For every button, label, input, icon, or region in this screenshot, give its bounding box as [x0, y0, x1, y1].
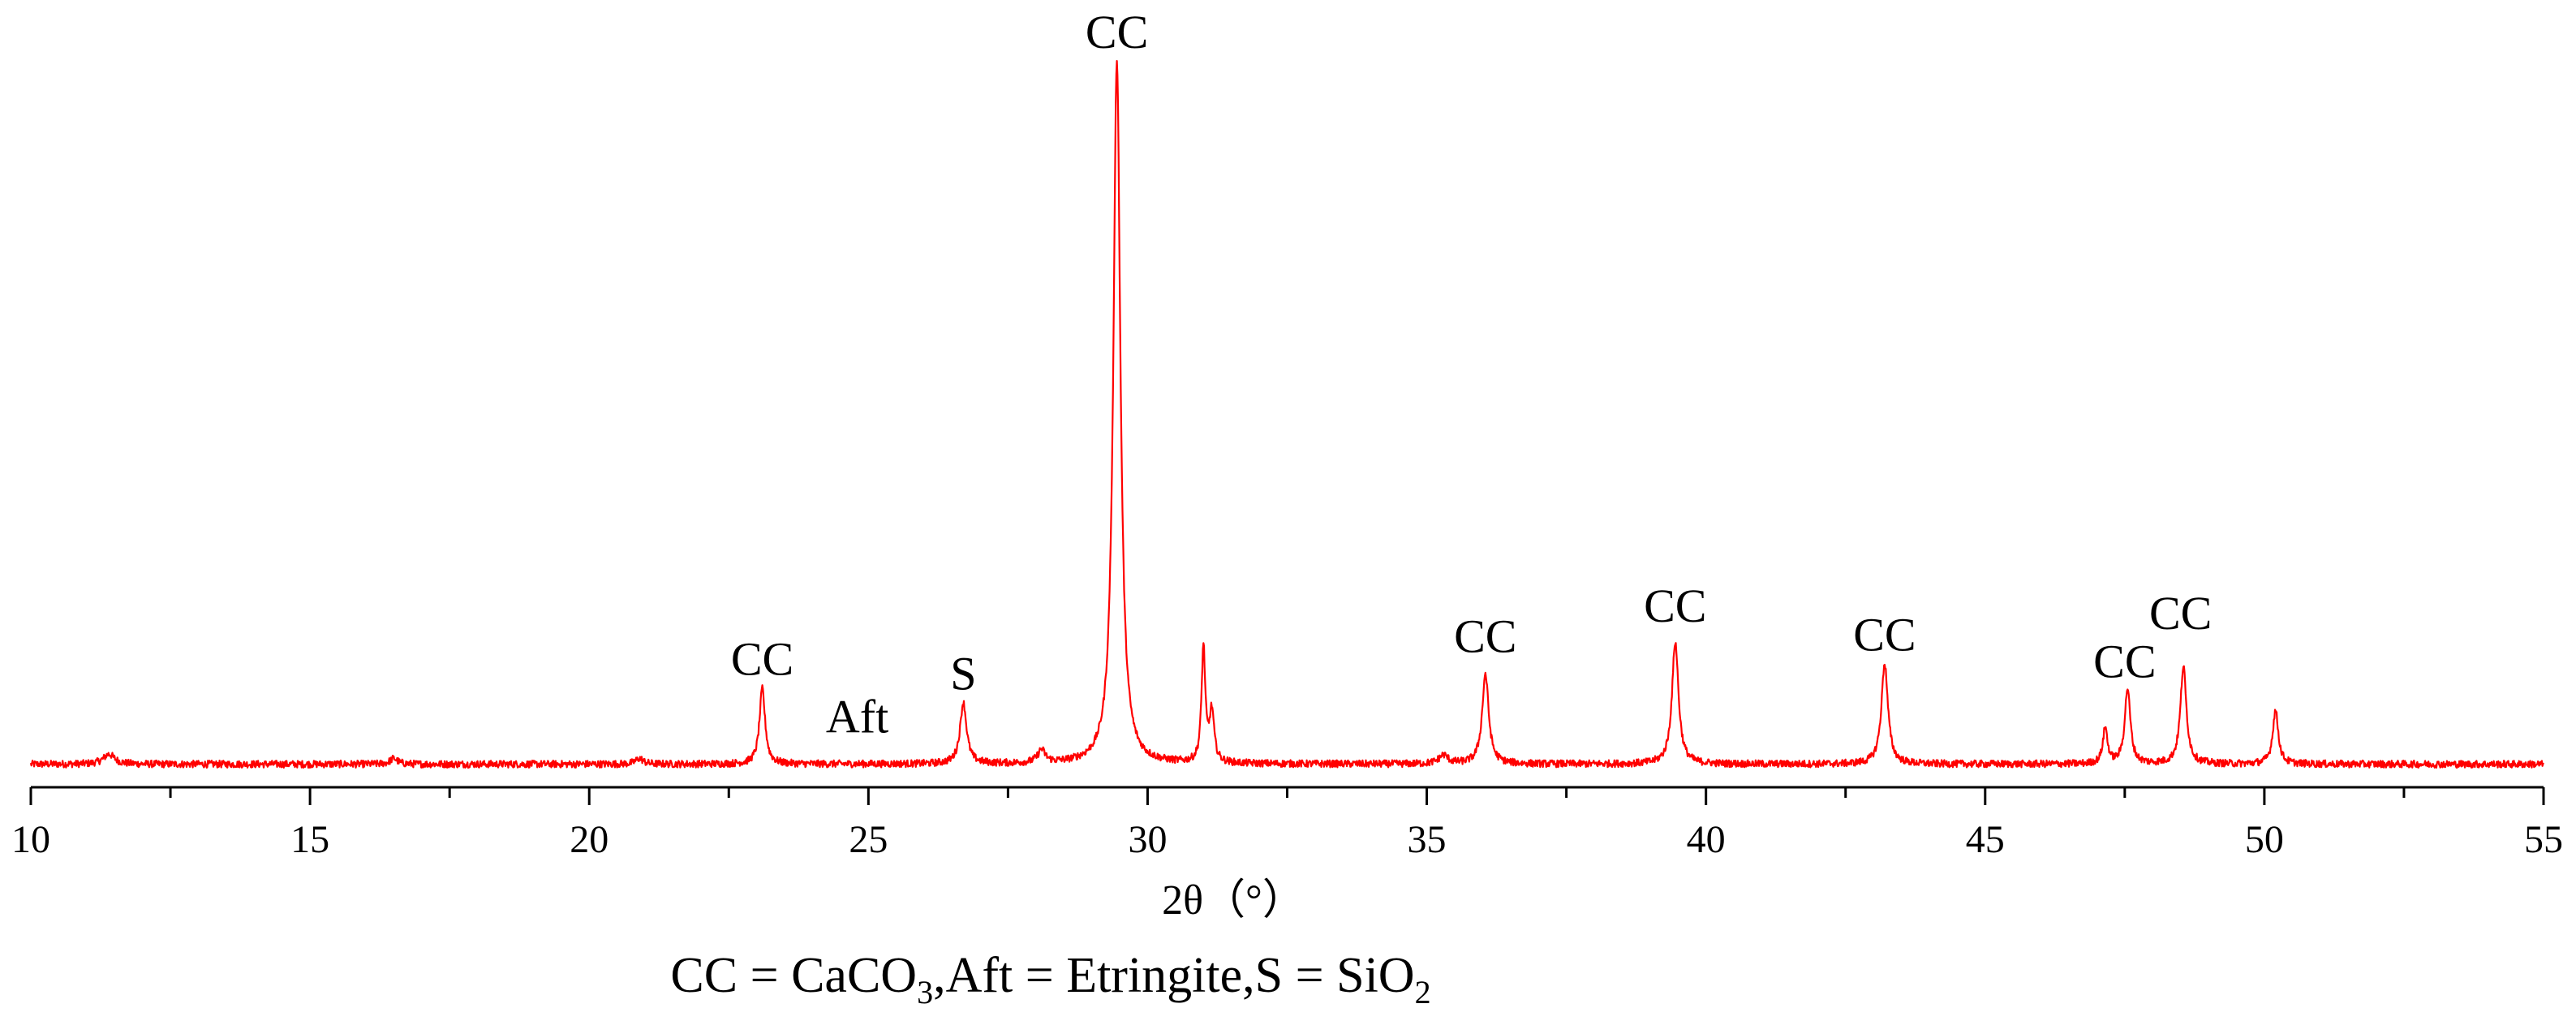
peak-label: CC — [2149, 587, 2212, 640]
x-tick-label: 50 — [2245, 818, 2284, 861]
peak-label: CC — [1853, 609, 1916, 661]
peak-label: CC — [731, 633, 793, 686]
phase-legend: CC = CaCO3,Aft = Etringite,S = SiO2 — [670, 948, 1430, 1010]
x-tick-label: 55 — [2524, 818, 2563, 861]
x-axis-ticks: 10 15 20 25 30 35 40 45 50 55 — [11, 787, 2563, 861]
peak-label: CC — [2093, 635, 2156, 687]
peak-label: Aft — [826, 691, 888, 743]
x-tick-label: 30 — [1128, 818, 1167, 861]
x-tick-label: 20 — [570, 818, 609, 861]
peak-label: S — [950, 647, 976, 700]
x-tick-label: 35 — [1408, 818, 1447, 861]
plot-area — [29, 60, 2544, 769]
x-tick-label: 40 — [1687, 818, 1726, 861]
peak-label: CC — [1086, 6, 1148, 58]
x-axis-label: 2θ（°） — [1162, 877, 1305, 924]
x-tick-label: 15 — [290, 818, 329, 861]
peak-label: CC — [1454, 610, 1516, 662]
peak-label: CC — [1644, 579, 1706, 632]
x-tick-label: 45 — [1966, 818, 2005, 861]
x-tick-label: 25 — [849, 818, 888, 861]
xrd-pattern-line — [29, 60, 2544, 769]
x-tick-label: 10 — [11, 818, 50, 861]
